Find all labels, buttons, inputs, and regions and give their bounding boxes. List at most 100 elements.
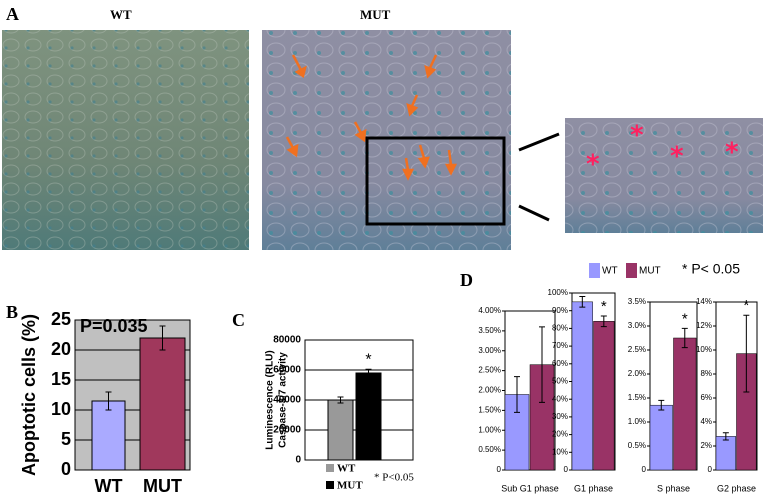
- x-axis-label: G2 phase: [717, 483, 756, 493]
- bar: [91, 400, 126, 471]
- y-tick-label: 2.00%: [478, 386, 501, 395]
- legend-label: MUT: [337, 480, 363, 492]
- y-tick-label: 20000: [273, 425, 301, 436]
- micrograph-inset: * * * *: [565, 118, 763, 233]
- y-tick-label: 0: [295, 455, 301, 466]
- y-tick-label: 3.0%: [628, 321, 646, 330]
- x-axis-label: G1 phase: [574, 483, 613, 493]
- y-tick-label: 80000: [273, 335, 301, 346]
- significance-mark: *: [682, 310, 688, 327]
- legend-swatch: [626, 263, 637, 278]
- error-bar: [365, 368, 372, 378]
- y-tick-label: 30%: [552, 412, 568, 421]
- y-tick-label: 0.5%: [628, 441, 646, 450]
- y-tick-label: 60%: [552, 359, 568, 368]
- y-tick-label: 10%: [696, 345, 712, 354]
- y-tick-label: 2.5%: [628, 345, 646, 354]
- y-tick-label: 14%: [696, 297, 712, 306]
- error-bar: [159, 325, 166, 351]
- error-bar: [658, 399, 665, 411]
- error-bar: [743, 314, 750, 393]
- error-bar: [539, 326, 545, 403]
- y-tick-label: 40000: [273, 395, 301, 406]
- y-tick-label: 25: [51, 309, 71, 329]
- y-tick-label: 1.0%: [628, 417, 646, 426]
- y-axis-label: Caspase-3/7 activity: [278, 352, 289, 448]
- y-tick-label: 20%: [552, 430, 568, 439]
- x-tick-label: WT: [95, 476, 123, 496]
- bar: [529, 364, 555, 471]
- x-tick-label: MUT: [143, 476, 182, 496]
- y-tick-label: 80%: [552, 324, 568, 333]
- bar: [649, 404, 673, 471]
- y-tick-label: 1.50%: [478, 405, 501, 414]
- y-tick-label: 12%: [696, 321, 712, 330]
- error-bar: [600, 315, 607, 328]
- error-bar: [514, 376, 520, 413]
- error-bar: [337, 396, 344, 404]
- micrograph-wt: [2, 30, 249, 250]
- y-tick-label: 90%: [552, 306, 568, 315]
- annotation: P=0.035: [80, 316, 148, 336]
- y-tick-label: 8%: [700, 369, 712, 378]
- panel-label: B: [6, 302, 18, 322]
- y-tick-label: 4%: [700, 417, 712, 426]
- y-tick-label: 60000: [273, 365, 301, 376]
- annotation: * P<0.05: [374, 472, 414, 484]
- micrograph-mut: [262, 30, 511, 250]
- bar: [355, 372, 382, 461]
- legend-note: * P< 0.05: [682, 261, 740, 277]
- y-tick-label: 15: [51, 369, 71, 389]
- y-tick-label: 3.00%: [478, 346, 501, 355]
- image-label: WT: [110, 7, 132, 22]
- y-tick-label: 0: [61, 459, 71, 479]
- svg-text:*: *: [670, 142, 684, 172]
- y-tick-label: 10: [51, 399, 71, 419]
- significance-mark: *: [365, 351, 371, 368]
- y-axis-label: Luminescence (RLU): [265, 350, 276, 449]
- panel-label: A: [6, 4, 19, 24]
- legend-swatch: [589, 263, 600, 278]
- y-tick-label: 70%: [552, 341, 568, 350]
- y-tick-label: 1.5%: [628, 393, 646, 402]
- panel-label: D: [460, 270, 473, 290]
- svg-text:*: *: [630, 121, 644, 151]
- y-tick-label: 100%: [548, 288, 568, 297]
- y-tick-label: 40%: [552, 394, 568, 403]
- svg-text:*: *: [725, 138, 739, 168]
- y-tick-label: 50%: [552, 377, 568, 386]
- error-bar: [579, 296, 586, 308]
- y-tick-label: 10%: [552, 447, 568, 456]
- legend: WT MUT * P< 0.05: [589, 261, 740, 278]
- x-axis-label: S phase: [657, 483, 690, 493]
- y-tick-label: 1.00%: [478, 425, 501, 434]
- bar: [673, 337, 697, 471]
- image-label: MUT: [360, 7, 391, 22]
- zoom-line: [518, 132, 560, 152]
- y-tick-label: 6%: [700, 393, 712, 402]
- y-tick-label: 0: [708, 465, 713, 474]
- legend-swatch: [326, 464, 334, 472]
- y-tick-label: 0.50%: [478, 445, 501, 454]
- y-tick-label: 0: [642, 465, 647, 474]
- panel-label: C: [232, 310, 245, 330]
- y-tick-label: 3.5%: [628, 297, 646, 306]
- bar: [571, 301, 593, 471]
- bar: [327, 399, 354, 461]
- y-tick-label: 5: [61, 429, 71, 449]
- legend-swatch: [326, 481, 334, 489]
- y-tick-label: 0: [564, 465, 569, 474]
- significance-mark: *: [743, 297, 749, 314]
- bar: [139, 337, 186, 471]
- y-tick-label: 20: [51, 339, 71, 359]
- x-axis-label: Sub G1 phase: [501, 483, 559, 493]
- y-tick-label: 0: [497, 465, 502, 474]
- y-tick-label: 4.00%: [478, 306, 501, 315]
- bar: [715, 436, 736, 471]
- legend-label: WT: [337, 463, 356, 475]
- svg-text:*: *: [586, 150, 600, 180]
- legend-label: WT: [602, 266, 618, 277]
- y-tick-label: 3.50%: [478, 326, 501, 335]
- error-bar: [105, 391, 112, 411]
